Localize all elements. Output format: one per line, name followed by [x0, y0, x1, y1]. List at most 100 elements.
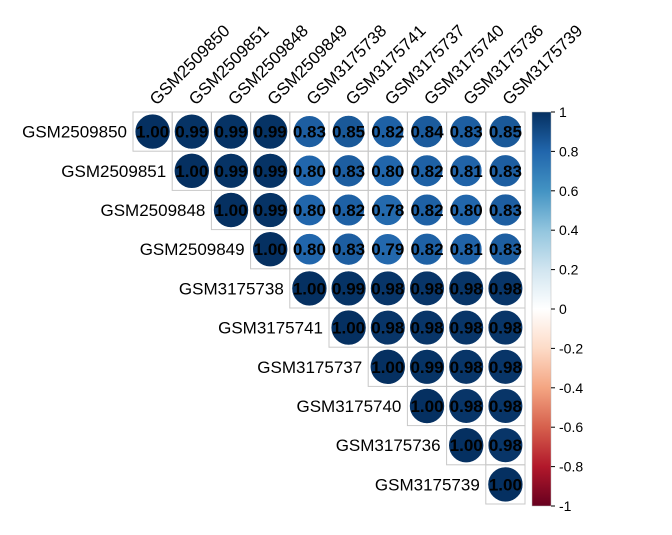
correlation-circle: [449, 115, 483, 148]
value-label: 0.99: [254, 201, 287, 220]
correlation-circle: [487, 270, 524, 307]
value-label: 1.00: [214, 201, 247, 220]
correlation-circle: [450, 233, 483, 266]
correlation-circle: [293, 154, 326, 187]
value-label: 0.98: [410, 279, 443, 298]
row-label: GSM3175740: [296, 397, 401, 416]
value-label: 0.78: [371, 201, 404, 220]
correlation-circle: [293, 115, 326, 148]
correlation-circle: [488, 115, 522, 149]
correlation-circle: [448, 349, 484, 385]
correlation-circle: [369, 348, 406, 385]
correlation-circle: [332, 193, 365, 227]
value-label: 1.00: [410, 397, 443, 416]
row-label: GSM3175741: [218, 319, 323, 338]
value-label: 0.80: [293, 162, 326, 181]
row-label: GSM2509849: [140, 240, 245, 259]
value-label: 0.98: [450, 358, 483, 377]
value-label: 1.00: [371, 358, 404, 377]
correlation-circle: [489, 154, 522, 188]
correlation-circle: [332, 154, 365, 188]
colorbar-tick-label: 0.6: [559, 183, 579, 199]
value-label: 0.98: [489, 436, 522, 455]
correlation-circle: [410, 154, 444, 187]
value-label: 0.98: [410, 319, 443, 338]
colorbar-tick-label: -0.2: [559, 340, 583, 356]
colorbar-tick-label: -1: [559, 498, 572, 514]
correlation-circle: [370, 270, 406, 307]
correlation-circle: [410, 193, 444, 227]
value-label: 1.00: [175, 162, 208, 181]
value-label: 0.82: [410, 240, 443, 259]
correlation-circle: [487, 309, 524, 346]
value-label: 0.83: [489, 162, 522, 181]
correlation-circle: [409, 349, 445, 385]
value-label: 0.99: [214, 123, 247, 142]
colorbar: 1 0.8 0.6 0.4 0.2 0 -0.2 -0.4 -0.6 -0.8 -1: [531, 104, 583, 514]
correlation-circle: [448, 270, 484, 307]
correlation-circle: [410, 233, 444, 266]
row-label: GSM3175737: [257, 358, 362, 377]
value-label: 1.00: [332, 319, 365, 338]
colorbar-tick-label: 0: [559, 301, 567, 317]
colorbar-tick-label: 0.2: [559, 262, 579, 278]
correlation-circle: [487, 466, 524, 503]
value-label: 0.99: [332, 279, 365, 298]
row-label: GSM3175739: [375, 475, 480, 494]
value-label: 0.98: [450, 279, 483, 298]
value-label: 0.98: [489, 279, 522, 298]
row-label: GSM3175738: [179, 279, 284, 298]
value-label: 0.82: [371, 123, 404, 142]
correlation-circle: [293, 233, 326, 266]
correlation-circle: [332, 115, 366, 149]
value-label: 0.80: [450, 201, 483, 220]
value-label: 0.82: [410, 162, 443, 181]
correlation-circle: [174, 113, 210, 150]
correlation-circle: [330, 309, 367, 346]
correlation-circle: [370, 309, 406, 346]
correlation-circle: [174, 153, 210, 189]
colorbar-tick-label: 1: [559, 104, 567, 120]
correlation-circle: [487, 427, 524, 463]
circle-layer: [134, 113, 524, 503]
row-label: GSM3175736: [336, 436, 441, 455]
row-label: GSM2509848: [100, 201, 205, 220]
correlation-circle: [489, 193, 522, 227]
value-label: 1.00: [450, 436, 483, 455]
correlation-circle: [487, 388, 524, 424]
value-label: 0.81: [450, 240, 483, 259]
value-label: 0.83: [293, 123, 326, 142]
value-label: 0.98: [450, 319, 483, 338]
value-label: 0.80: [293, 240, 326, 259]
colorbar-tick-label: -0.4: [559, 380, 583, 396]
correlation-circle: [332, 232, 365, 266]
colorbar-gradient: [531, 111, 552, 507]
value-label: 0.83: [450, 123, 483, 142]
value-label: 0.80: [293, 201, 326, 220]
row-label: GSM2509850: [22, 123, 127, 142]
value-label: 0.98: [371, 319, 404, 338]
value-label: 0.83: [489, 201, 522, 220]
value-label: 0.82: [410, 201, 443, 220]
colorbar-tick-label: 0.8: [559, 143, 579, 159]
correlation-circle: [409, 388, 445, 424]
value-label: 0.99: [254, 123, 287, 142]
correlation-circle: [252, 153, 288, 189]
value-label: 1.00: [254, 240, 287, 259]
value-label: 0.79: [371, 240, 404, 259]
value-label: 0.99: [410, 358, 443, 377]
column-labels: GSM2509850GSM2509851GSM2509848GSM2509849…: [146, 21, 586, 109]
correlation-circle: [371, 154, 404, 187]
value-label: 0.99: [175, 123, 208, 142]
value-label: 0.98: [450, 397, 483, 416]
colorbar-tick-label: -0.8: [559, 459, 583, 475]
correlation-circle: [450, 194, 483, 226]
correlation-circle: [372, 194, 404, 226]
colorbar-tick-label: -0.6: [559, 419, 583, 435]
correlation-circle: [448, 427, 485, 464]
correlation-circle: [134, 113, 171, 150]
correlation-circle: [409, 309, 445, 346]
correlation-circle: [409, 270, 445, 307]
